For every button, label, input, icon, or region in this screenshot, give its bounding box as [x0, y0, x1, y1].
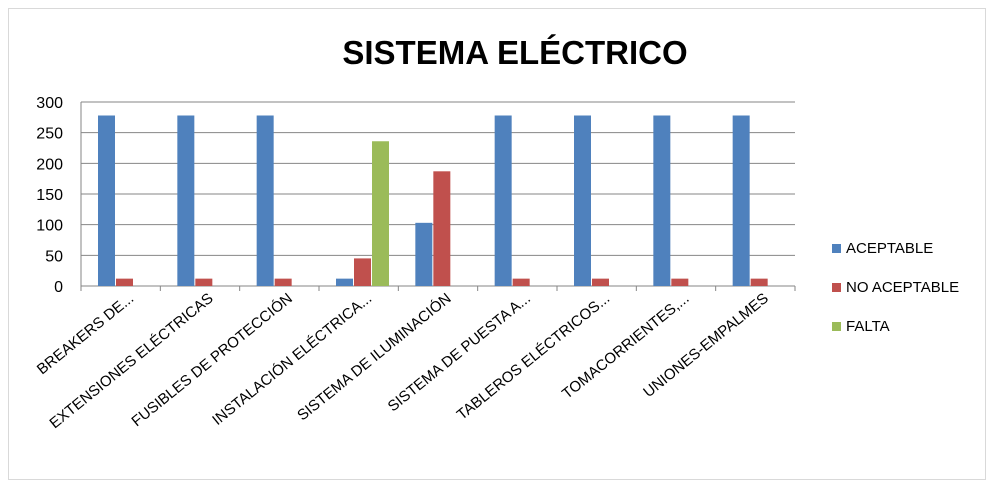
bar-aceptable [732, 115, 750, 286]
bar-no-aceptable [671, 278, 689, 286]
bar-aceptable [98, 115, 115, 286]
y-tick-label: 300 [36, 95, 63, 112]
legend-swatch [832, 243, 841, 253]
legend-item: NO ACEPTABLE [832, 277, 959, 297]
x-tick-label: TABLEROS ELÉCTRICOS... [454, 290, 613, 424]
bar-no-aceptable [750, 278, 768, 286]
bar-aceptable [494, 115, 512, 286]
legend-item: FALTA [832, 316, 959, 336]
bar-aceptable [256, 115, 274, 286]
bar-falta [372, 141, 389, 286]
bar-aceptable [574, 115, 591, 286]
bar-aceptable [415, 222, 433, 286]
x-tick-label: EXTENSIONES ELÉCTRICAS [46, 290, 216, 432]
legend-label: NO ACEPTABLE [846, 278, 960, 296]
x-tick-label: SISTEMA DE ILUMINACIÓN [294, 290, 454, 424]
y-tick-label: 100 [36, 218, 63, 235]
bar-no-aceptable [433, 171, 451, 286]
x-tick-label: TOMACORRIENTES,... [559, 290, 693, 403]
y-tick-label: 250 [36, 126, 63, 143]
y-tick-label: 200 [36, 156, 63, 173]
x-tick-label: FUSIBLES DE PROTECCIÓN [128, 290, 295, 430]
bar-no-aceptable [592, 278, 609, 286]
y-tick-label: 150 [36, 187, 63, 204]
y-tick-label: 0 [54, 279, 63, 296]
legend-swatch [832, 282, 841, 292]
chart-title: SISTEMA ELÉCTRICO [342, 34, 688, 71]
bar-aceptable [336, 278, 353, 286]
bar-no-aceptable [512, 278, 530, 286]
bar-no-aceptable [116, 278, 133, 286]
bar-no-aceptable [274, 278, 292, 286]
chart-legend: ACEPTABLE NO ACEPTABLE FALTA [832, 238, 959, 355]
bar-aceptable [653, 115, 671, 286]
bar-no-aceptable [354, 258, 371, 286]
legend-label: FALTA [846, 317, 890, 335]
x-tick-label: INSTALACIÓN ELÉCTRICA... [209, 290, 375, 429]
legend-label: ACEPTABLE [846, 239, 934, 257]
bar-aceptable [177, 115, 195, 286]
legend-item: ACEPTABLE [832, 238, 959, 258]
y-tick-label: 50 [45, 248, 63, 265]
x-tick-label: SISTEMA DE PUESTA A... [385, 290, 534, 415]
legend-swatch [832, 321, 841, 331]
bar-no-aceptable [195, 278, 213, 286]
